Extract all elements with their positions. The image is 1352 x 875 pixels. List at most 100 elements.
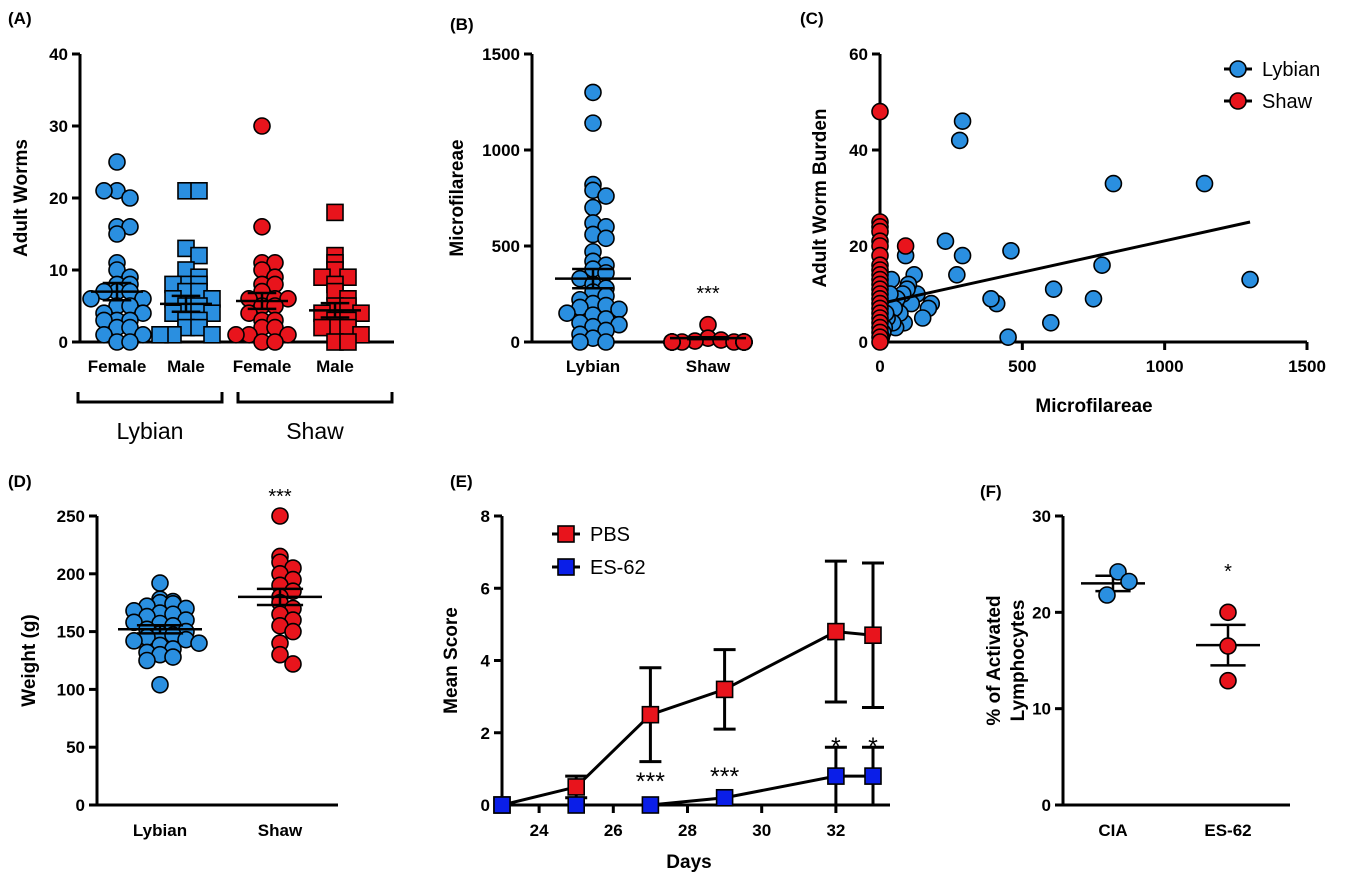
panel-b: (B) 0 500 1000 1500 Microfilareae Lybian Shaw **…	[447, 15, 753, 376]
series-shaw	[238, 507, 322, 673]
data-point	[253, 218, 271, 236]
x-tick-label: 1500	[1288, 357, 1326, 376]
data-point	[151, 325, 169, 344]
data-point	[584, 83, 602, 102]
data-point	[203, 325, 221, 344]
significance-annotation: ***	[710, 763, 739, 791]
x-tick-label: 24	[530, 821, 549, 840]
x-tick-label: Female	[88, 357, 147, 376]
data-point	[95, 182, 113, 200]
y-tick-label: 60	[849, 45, 868, 64]
data-point	[715, 788, 734, 807]
data-point	[227, 325, 245, 344]
panel-label: (F)	[980, 482, 1002, 501]
y-tick-label: 0	[481, 796, 490, 815]
data-point	[936, 232, 955, 250]
x-tick-label: 26	[604, 821, 623, 840]
data-point	[567, 796, 586, 814]
trend-line	[879, 220, 1251, 306]
series-es-62	[1196, 603, 1260, 690]
series-male-lybian	[151, 182, 221, 344]
significance-annotation: *	[868, 733, 878, 761]
data-point	[339, 333, 357, 351]
data-point	[827, 622, 845, 641]
series-male-shaw	[309, 203, 370, 351]
y-tick-label: 100	[57, 680, 85, 699]
legend-label: PBS	[590, 524, 630, 546]
data-point	[584, 198, 602, 217]
significance-annotation: ***	[636, 768, 665, 796]
y-axis-label: Microfilareae	[447, 139, 468, 256]
significance-annotation: *	[1224, 561, 1232, 583]
y-axis-label-line: % of Activated	[984, 595, 1005, 725]
data-point	[190, 634, 208, 652]
x-tick-label: 32	[826, 821, 845, 840]
y-tick-label: 500	[492, 237, 520, 256]
data-point	[271, 645, 289, 664]
legend-marker	[557, 558, 575, 576]
data-point	[1219, 637, 1237, 655]
data-point	[1084, 289, 1103, 308]
data-point	[1219, 603, 1237, 622]
y-tick-label: 250	[57, 507, 85, 526]
legend-label: Shaw	[1262, 91, 1313, 113]
data-point	[597, 187, 615, 205]
y-tick-label: 40	[849, 141, 868, 160]
x-tick-label: Lybian	[133, 821, 187, 840]
series-pbs	[493, 559, 884, 814]
group-label: Shaw	[286, 418, 344, 444]
data-point	[1044, 280, 1063, 299]
legend-item-pbs: PBS	[552, 524, 630, 546]
data-point	[735, 333, 753, 351]
y-tick-label: 1000	[482, 141, 520, 160]
panel-f: (F) 0 10 20 30 % of Activated Lymphocytes CIA ES…	[980, 482, 1290, 840]
data-point	[1219, 671, 1237, 690]
y-tick-label: 40	[49, 45, 68, 64]
series-lybian	[872, 112, 1259, 347]
panel-d: (D) 0 50 100 150 200 250 Weight (g) Lybian Shaw **…	[8, 472, 338, 840]
y-tick-label: 4	[481, 652, 491, 671]
x-tick-label: 30	[752, 821, 771, 840]
series-es-62	[493, 745, 884, 814]
data-point	[108, 225, 126, 243]
group-bracket	[236, 392, 394, 404]
y-tick-label: 2	[481, 724, 490, 743]
data-point	[913, 309, 932, 327]
panel-c: (C) 0 20 40 60 Adult Worm Burden 0 500 1000 1500 M…	[800, 9, 1326, 417]
x-tick-label: Male	[316, 357, 354, 376]
data-point	[896, 237, 915, 255]
data-point	[597, 229, 615, 248]
series-female-shaw	[227, 117, 297, 351]
y-tick-label: 8	[481, 507, 490, 526]
data-point	[584, 114, 602, 132]
panel-label: (E)	[450, 472, 473, 491]
data-point	[326, 203, 344, 222]
y-tick-label: 0	[59, 333, 68, 352]
series-female-lybian	[82, 153, 152, 351]
data-point	[138, 651, 156, 670]
x-tick-label: 28	[678, 821, 697, 840]
y-tick-label: 150	[57, 623, 85, 642]
legend-marker	[557, 525, 575, 543]
x-tick-label: Shaw	[686, 357, 731, 376]
panel-label: (B)	[450, 15, 474, 34]
panel-label: (A)	[8, 9, 32, 28]
data-point	[871, 333, 889, 351]
data-point	[864, 626, 882, 645]
x-tick-label: Shaw	[258, 821, 303, 840]
data-point	[1042, 313, 1060, 332]
data-point	[1241, 270, 1259, 289]
legend-label: Lybian	[1262, 59, 1320, 81]
legend-marker	[1229, 92, 1247, 110]
y-axis-label: Weight (g)	[19, 614, 40, 707]
data-point	[999, 328, 1017, 347]
x-tick-label: Lybian	[566, 357, 620, 376]
x-axis-label: Days	[666, 852, 711, 873]
x-tick-label: CIA	[1098, 821, 1127, 840]
data-point	[953, 112, 972, 130]
y-tick-label: 20	[1032, 603, 1051, 622]
data-point	[641, 705, 660, 724]
x-tick-label: 500	[1008, 357, 1036, 376]
y-tick-label: 30	[49, 117, 68, 136]
